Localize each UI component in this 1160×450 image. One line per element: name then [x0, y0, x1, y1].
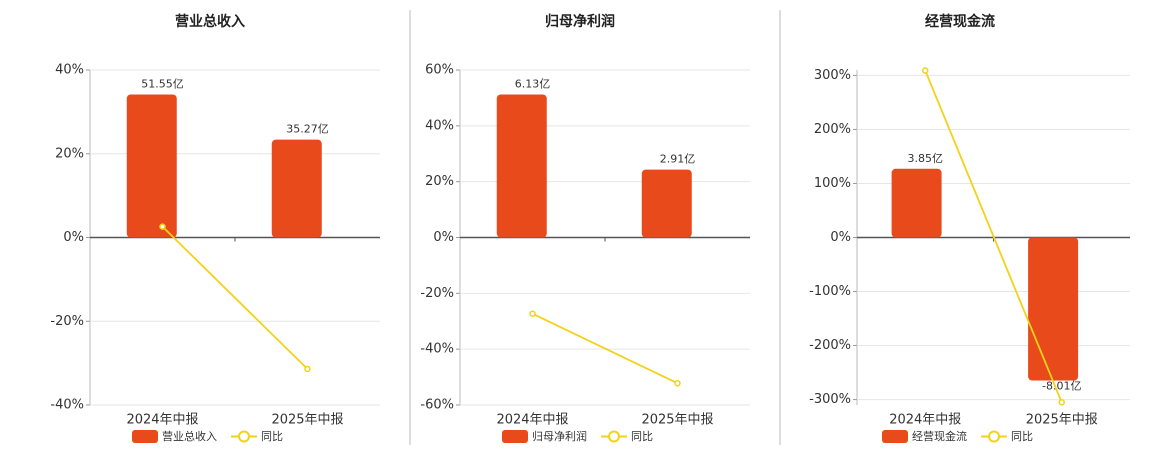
bar: [126, 94, 177, 238]
y-tick-label: -300%: [809, 392, 851, 407]
legend-label: 同比: [261, 430, 283, 443]
bar: [641, 169, 692, 238]
y-tick-label: 60%: [425, 63, 454, 78]
y-tick-label: -20%: [420, 286, 454, 301]
bar: [496, 94, 547, 238]
value-label: 2.91亿: [660, 153, 696, 166]
value-label: 3.85亿: [908, 152, 944, 165]
legend-label: 经营现金流: [912, 429, 967, 443]
y-tick-label: 40%: [425, 118, 454, 133]
chart: 营业总收入 -40% -20% 0% 20% 40% 2024年中报 2025年中报 51.55…: [50, 13, 380, 443]
x-tick-label: 2024年中报: [496, 413, 568, 428]
point: [529, 310, 536, 317]
y-tick-label: 0%: [433, 230, 454, 245]
bar: [1028, 237, 1079, 381]
y-tick-label: 20%: [425, 174, 454, 189]
y-tick-label: -20%: [50, 314, 84, 329]
legend-label: 归母净利润: [532, 429, 587, 443]
legend-swatch: [132, 430, 158, 443]
legend-swatch: [988, 430, 1000, 443]
value-label: 35.27亿: [286, 123, 329, 136]
x-tick-label: 2025年中报: [271, 413, 343, 428]
value-label: -8.01亿: [1042, 380, 1081, 393]
value-label: 6.13亿: [515, 78, 551, 91]
chart-title: 营业总收入: [175, 13, 245, 30]
y-tick-label: 200%: [814, 122, 851, 137]
y-tick-label: 100%: [814, 176, 851, 191]
point: [922, 67, 929, 74]
point: [1058, 399, 1065, 406]
point: [304, 365, 311, 373]
chart-title: 归母净利润: [545, 13, 615, 30]
legend-swatch: [502, 430, 528, 443]
legend-label: 营业总收入: [162, 429, 217, 443]
x-tick-label: 2024年中报: [126, 413, 198, 428]
point: [159, 223, 166, 230]
y-tick-label: 0%: [63, 230, 84, 245]
y-tick-label: 40%: [55, 63, 84, 78]
legend-swatch: [238, 430, 250, 443]
y-tick-label: 20%: [55, 146, 84, 161]
line: [161, 225, 309, 370]
legend-label: 同比: [631, 430, 653, 443]
y-tick-label: -40%: [50, 398, 84, 413]
x-tick-label: 2025年中报: [641, 413, 713, 428]
legend-label: 同比: [1011, 430, 1033, 443]
x-tick-label: 2024年中报: [889, 413, 961, 428]
y-tick-label: 300%: [814, 68, 851, 83]
chart: 经营现金流 -300% -200% -100% 0% 100% 200% 300% 2024年中…: [809, 13, 1130, 443]
chart-title: 经营现金流: [925, 13, 995, 30]
y-tick-label: 0%: [830, 230, 851, 245]
bar: [891, 168, 942, 238]
line: [924, 70, 1063, 403]
value-label: 51.55亿: [141, 78, 184, 91]
y-tick-label: -60%: [420, 398, 454, 413]
y-tick-label: -100%: [809, 284, 851, 299]
bar: [271, 139, 322, 238]
y-tick-label: -200%: [809, 338, 851, 353]
line: [532, 312, 678, 385]
point: [674, 379, 681, 387]
legend-swatch: [608, 430, 620, 443]
chart: 归母净利润 -60% -40% -20% 0% 20% 40% 60% 2024年中报 2025年…: [420, 13, 750, 443]
x-tick-label: 2025年中报: [1026, 413, 1098, 428]
legend-swatch: [882, 430, 908, 443]
y-tick-label: -40%: [420, 342, 454, 357]
